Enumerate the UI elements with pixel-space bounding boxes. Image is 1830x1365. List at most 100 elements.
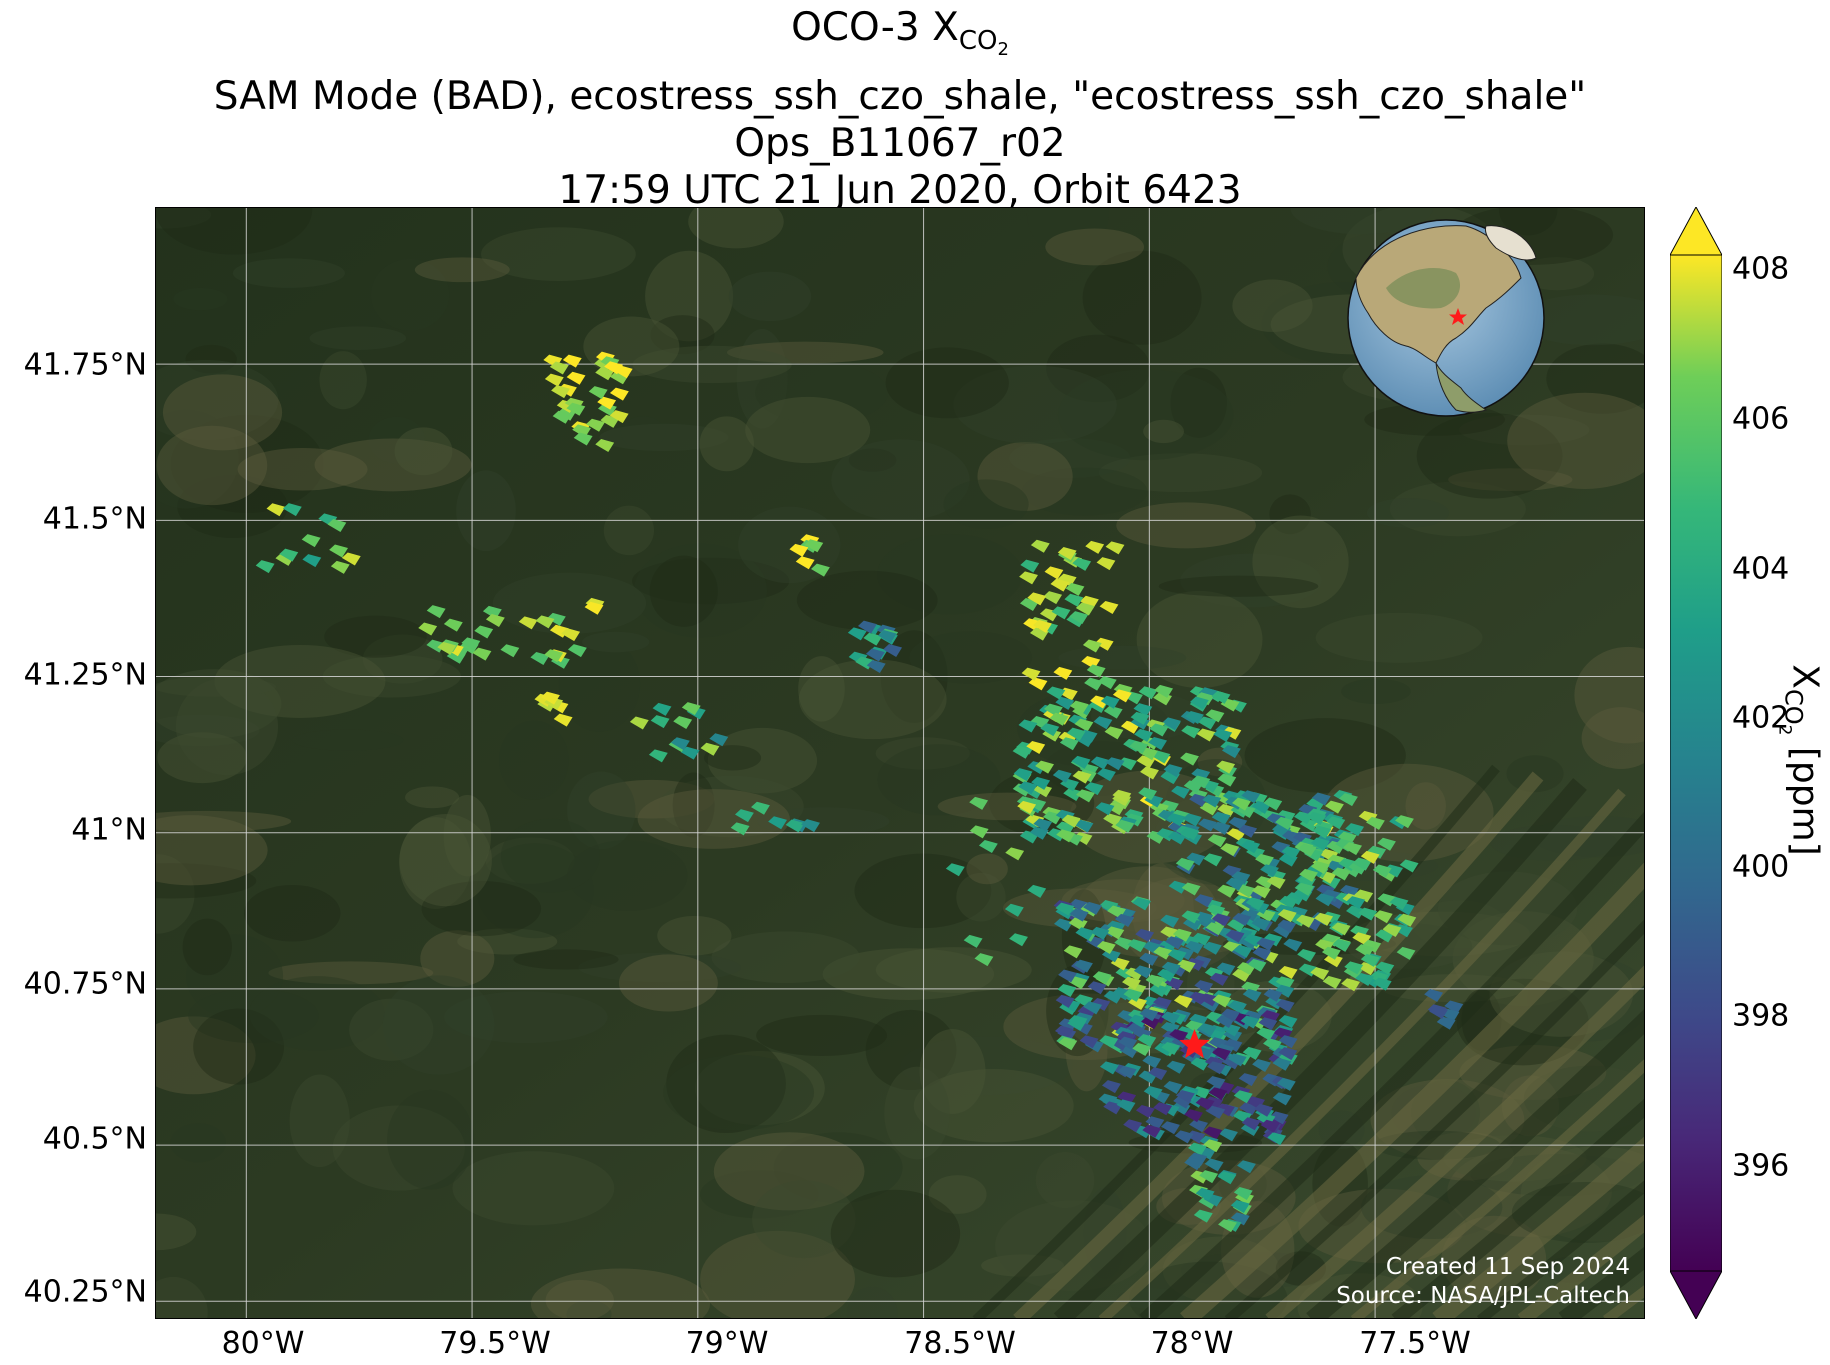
terrain-patch: [214, 644, 386, 718]
terrain-patch: [848, 448, 897, 472]
sounding-pixel: [1090, 756, 1110, 770]
sounding-pixel: [609, 410, 629, 424]
sounding-pixel: [1112, 689, 1132, 703]
sounding-pixel: [530, 651, 550, 665]
terrain-patch: [349, 998, 434, 1061]
sounding-pixel: [1191, 775, 1211, 789]
sounding-pixel: [1236, 884, 1256, 898]
sounding-pixel: [1069, 908, 1089, 922]
terrain-patch: [1546, 343, 1644, 414]
x-tick-80w: 80°W: [221, 1326, 305, 1361]
sounding-pixel: [1395, 815, 1414, 829]
ridge-band: [1306, 1009, 1644, 1318]
sounding-pixel: [1083, 901, 1102, 915]
sounding-pixel: [1103, 813, 1122, 827]
sounding-pixel: [1084, 782, 1104, 796]
sounding-pixel: [1263, 797, 1283, 811]
sounding-pixel: [1282, 830, 1301, 844]
sounding-pixel: [500, 644, 520, 658]
terrain-patch: [289, 1074, 350, 1168]
sounding-pixel: [1090, 926, 1110, 940]
sounding-pixel: [1103, 705, 1123, 719]
sounding-pixel: [1117, 1091, 1137, 1105]
sounding-pixel: [1197, 818, 1217, 832]
terrain-patch: [156, 810, 292, 832]
sounding-pixel: [1346, 896, 1366, 910]
sounding-pixel: [652, 702, 672, 716]
sounding-pixel: [670, 737, 690, 751]
sounding-pixel: [1223, 1038, 1243, 1052]
sounding-pixel: [1096, 940, 1116, 954]
terrain-patch: [773, 1132, 903, 1204]
terrain-patch: [162, 374, 283, 451]
sounding-pixel: [1085, 540, 1105, 554]
sounding-pixel: [1206, 1105, 1226, 1119]
sounding-pixel: [1237, 1160, 1256, 1174]
terrain-patch: [314, 438, 472, 492]
terrain-patch: [1269, 494, 1311, 535]
terrain-patch: [877, 533, 1023, 615]
sounding-pixel: [1211, 690, 1231, 704]
sounding-pixel: [1222, 726, 1242, 740]
terrain-patch: [704, 745, 762, 771]
terrain-patch: [156, 208, 212, 229]
ridge-band: [1517, 1214, 1644, 1318]
terrain-patch: [399, 817, 472, 909]
colorbar-max-extend: [1670, 207, 1722, 256]
sounding-pixel: [1263, 933, 1283, 947]
sounding-pixel: [1225, 929, 1245, 943]
terrain-patch: [1389, 481, 1526, 537]
sounding-pixel: [1115, 819, 1135, 833]
sounding-pixel: [1161, 1041, 1181, 1055]
sounding-pixel: [1389, 896, 1409, 910]
sounding-pixel: [1221, 1023, 1241, 1037]
terrain-patch: [798, 656, 845, 722]
sounding-pixel: [1163, 764, 1183, 778]
sounding-pixel: [461, 637, 481, 651]
x-tick-77-5w: 77.5°W: [1359, 1326, 1471, 1361]
sounding-pixel: [1260, 1119, 1280, 1133]
ridge-band: [1476, 1180, 1644, 1318]
sounding-pixel: [266, 503, 286, 517]
sounding-pixel: [1117, 1065, 1137, 1079]
terrain-patch: [414, 257, 510, 283]
terrain-patch: [1507, 392, 1644, 489]
terrain-patch: [324, 615, 427, 658]
sounding-pixel: [877, 630, 897, 644]
terrain-patch: [1441, 1215, 1547, 1303]
title-line-2: SAM Mode (BAD), ecostress_ssh_czo_shale,…: [213, 73, 1587, 119]
terrain-patch: [156, 425, 268, 506]
sounding-pixel: [437, 641, 457, 655]
terrain-patch: [156, 1016, 256, 1095]
terrain-patch: [156, 359, 279, 441]
sounding-pixel: [1129, 740, 1149, 754]
sounding-pixel: [1275, 976, 1295, 990]
sounding-pixel: [1059, 737, 1079, 751]
cbar-tick-404: 404: [1732, 551, 1790, 587]
sounding-pixel: [566, 402, 586, 416]
map-panel[interactable]: [155, 207, 1645, 1319]
sounding-pixel: [1205, 922, 1225, 936]
sounding-pixel: [1311, 792, 1331, 806]
terrain-patch: [476, 843, 594, 939]
sounding-pixel: [1211, 811, 1231, 825]
sounding-pixel: [1251, 885, 1271, 899]
x-tick-78-5w: 78.5°W: [904, 1326, 1016, 1361]
sounding-pixel: [330, 560, 350, 574]
sounding-pixel: [1184, 1157, 1204, 1171]
sounding-pixel: [1169, 1029, 1189, 1043]
ridge-band: [1139, 811, 1644, 1318]
sounding-pixel: [866, 659, 886, 673]
sounding-pixel: [551, 385, 570, 399]
sounding-pixel: [1167, 949, 1187, 963]
sounding-pixel: [1267, 1132, 1287, 1146]
terrain-patch: [1045, 228, 1145, 266]
sounding-pixel: [301, 534, 321, 548]
sounding-pixel: [544, 649, 564, 663]
terrain-patch: [966, 853, 1008, 885]
sounding-pixel: [1275, 984, 1295, 998]
sounding-pixel: [1346, 905, 1365, 919]
terrain-patch: [1405, 782, 1446, 830]
terrain-patch: [420, 930, 495, 987]
sounding-pixel: [1114, 937, 1134, 951]
